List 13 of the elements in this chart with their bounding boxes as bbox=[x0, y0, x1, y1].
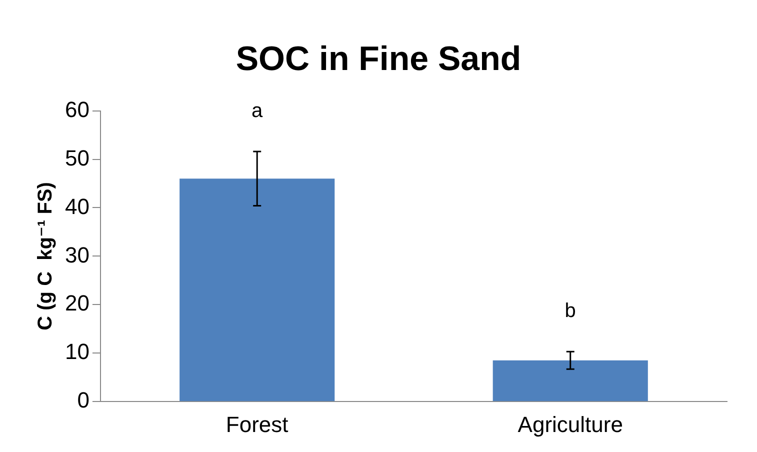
y-tick-label: 30 bbox=[64, 242, 90, 268]
annotation: b bbox=[564, 300, 576, 322]
y-axis-title: C (g C kg⁻¹ FS) bbox=[34, 182, 57, 330]
x-tick-label: Agriculture bbox=[518, 412, 623, 437]
y-tick-label: 40 bbox=[64, 194, 90, 219]
chart-title: SOC in Fine Sand bbox=[236, 40, 522, 78]
y-tick-label: 10 bbox=[64, 339, 90, 364]
y-tick-label: 20 bbox=[64, 290, 90, 316]
y-tick-label: 60 bbox=[64, 96, 90, 122]
annotation: a bbox=[252, 100, 264, 122]
x-tick-label: Forest bbox=[226, 412, 288, 437]
y-tick-label: 50 bbox=[64, 145, 90, 170]
y-tick-label: 0 bbox=[77, 388, 90, 413]
